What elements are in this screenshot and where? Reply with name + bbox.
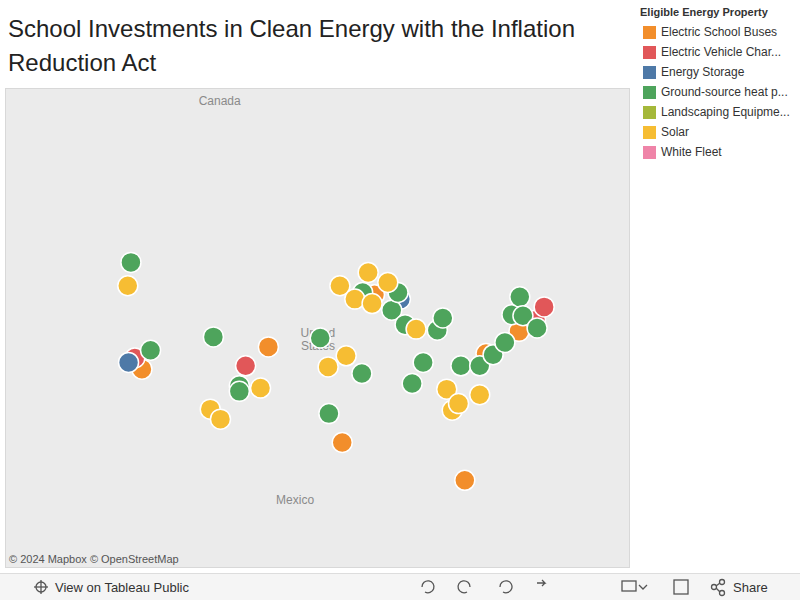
html-text:© 2024 Mapbox © OpenStreetMap: © 2024 Mapbox © OpenStreetMap <box>9 553 179 565</box>
html-text:Electric School Buses: Electric School Buses <box>661 25 778 39</box>
html-text:School Investments in Clean En: School Investments in Clean Energy with … <box>8 15 575 76</box>
html-text:Landscaping Equipme...: Landscaping Equipme... <box>661 105 790 119</box>
html-text:View on Tableau Public: View on Tableau Public <box>55 580 189 595</box>
svg-text:Mexico: Mexico <box>276 494 314 508</box>
html-text:Energy Storage: Energy Storage <box>661 65 745 79</box>
html-text:Ground-source heat p...: Ground-source heat p... <box>661 85 788 99</box>
html-text:Solar: Solar <box>661 125 689 139</box>
html-text:Share: Share <box>733 580 768 595</box>
html-text:Electric Vehicle Char...: Electric Vehicle Char... <box>661 45 782 59</box>
svg-text:Canada: Canada <box>199 95 241 109</box>
html-text:White Fleet: White Fleet <box>661 145 722 159</box>
html-text:Eligible Energy Property: Eligible Energy Property <box>640 6 768 18</box>
svg-text:UnitedStates: UnitedStates <box>301 326 336 353</box>
